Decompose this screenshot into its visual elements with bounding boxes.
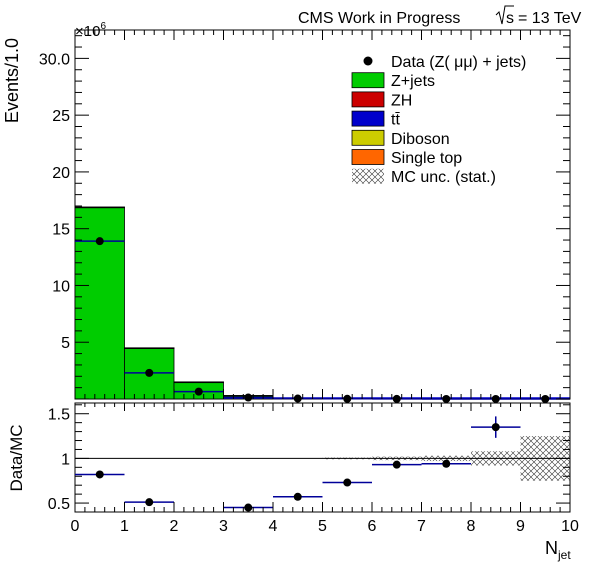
main-y-tick-label: 10 [52, 278, 70, 295]
legend-label-1: Z+jets [391, 73, 435, 90]
ratio-x-tick-label: 10 [561, 518, 579, 535]
main-y-tick-label: 30.0 [39, 51, 70, 68]
data-point-9 [541, 394, 550, 403]
main-y-tick-label: 5 [61, 335, 70, 352]
main-y-tick-label: 20 [52, 165, 70, 182]
legend-swatch-1 [351, 72, 385, 89]
ratio-x-axis: 0 1 2 3 4 5 6 7 8 9 10 [71, 403, 579, 535]
legend-swatch-5 [351, 149, 385, 165]
main-y-tick-label: 25 [52, 108, 70, 125]
ratio-point-4 [343, 478, 352, 487]
x-axis-title: Njet [545, 538, 571, 562]
main-y-axis: 5 10 15 20 25 30.0 [39, 35, 570, 400]
y-exponent-label: ×106 [75, 21, 106, 40]
ratio-y-axis-title: Data/MC [7, 424, 26, 491]
data-point-0 [95, 237, 104, 246]
ratio-panel: 0.5 1 1.5 0 1 2 3 4 5 6 7 8 9 10 Data/MC Njet [7, 402, 579, 562]
ratio-point-2 [244, 503, 253, 512]
ratio-y-tick-label: 0.5 [48, 496, 70, 513]
ratio-x-tick-label: 8 [467, 518, 476, 535]
legend-label-0: Data (Z( μμ) + jets) [391, 54, 526, 71]
legend-label-6: MC unc. (stat.) [391, 169, 496, 186]
ratio-x-tick-label: 3 [219, 518, 228, 535]
ratio-x-tick-label: 5 [318, 518, 327, 535]
ratio-x-tick-label: 1 [120, 518, 129, 535]
ratio-point-5 [392, 460, 401, 469]
main-y-tick-label: 15 [52, 222, 70, 239]
data-point-4 [293, 394, 302, 403]
data-point-1 [145, 368, 154, 377]
main-plot-frame [74, 29, 571, 400]
data-point-3 [244, 393, 253, 402]
hist-bar-z-jets-0 [75, 206, 125, 399]
ratio-x-tick-label: 6 [368, 518, 377, 535]
legend-label-2: ZH [391, 92, 412, 109]
legend-label-4: Diboson [391, 131, 450, 148]
ratio-point-3 [293, 492, 302, 501]
data-point-8 [491, 394, 500, 403]
hist-bar-tt--1 [124, 347, 175, 349]
ratio-point-7 [491, 423, 500, 432]
ratio-point-6 [442, 459, 451, 468]
sqrt-sign-icon [495, 5, 514, 25]
ratio-x-tick-label: 4 [269, 518, 278, 535]
ratio-y-tick-label: 1 [61, 451, 70, 468]
legend-swatch-2 [351, 91, 385, 108]
energy-value: = 13 TeV [518, 10, 582, 27]
main-x-axis [74, 30, 571, 399]
data-point-7 [442, 394, 451, 403]
ratio-y-axis: 0.5 1 1.5 [48, 404, 570, 513]
legend-label-3: tt̄ [391, 112, 400, 129]
ratio-point-0 [95, 470, 104, 479]
ratio-y-tick-label: 1.5 [48, 407, 70, 424]
ratio-x-tick-label: 0 [71, 518, 80, 535]
legend-swatch-3 [351, 110, 385, 127]
ratio-points [75, 416, 521, 512]
legend: Data (Z( μμ) + jets) Z+jets ZH tt̄ Diboson Si… [351, 54, 526, 186]
ratio-point-1 [145, 498, 154, 507]
main-y-axis-title: Events/1.0 [2, 38, 22, 123]
hist-bar-tt--2 [173, 381, 224, 384]
ratio-x-tick-label: 2 [170, 518, 179, 535]
legend-swatch-4 [351, 129, 385, 146]
legend-swatch-hatch [352, 168, 384, 184]
data-point-2 [194, 387, 203, 396]
data-point-6 [392, 394, 401, 403]
ratio-x-tick-label: 9 [516, 518, 525, 535]
chart-title: CMS Work in Progress [298, 10, 460, 27]
hist-bar-tt--0 [75, 206, 125, 209]
legend-marker-data [363, 56, 373, 66]
main-panel: 5 10 15 20 25 30.0 ×106 Events/1.0 Data (Z( μ… [2, 21, 571, 403]
energy-label: s = 13 TeV [495, 5, 582, 27]
legend-label-5: Single top [391, 150, 462, 167]
energy-sqrt-var: s [506, 10, 514, 27]
data-series [75, 237, 570, 403]
data-point-5 [343, 394, 352, 403]
ratio-x-tick-label: 7 [417, 518, 426, 535]
